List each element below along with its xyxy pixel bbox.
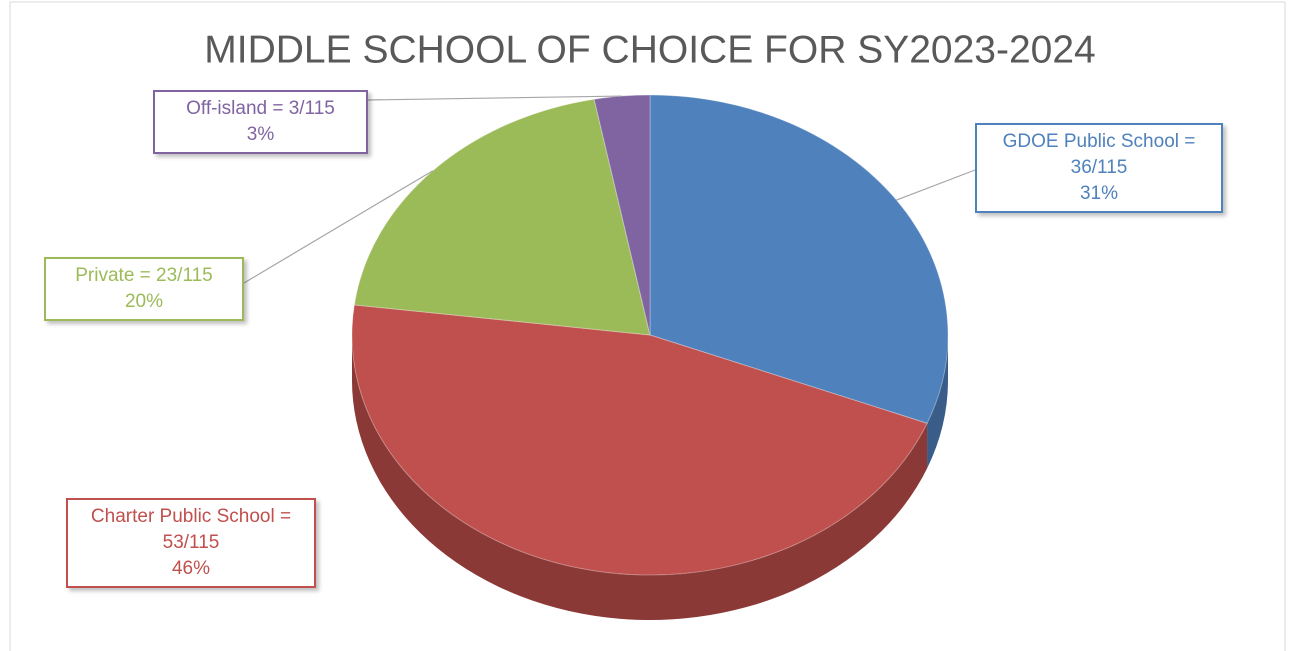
label-category: Private = 23/115	[75, 265, 213, 286]
slice-side-shade	[927, 335, 948, 469]
slice	[353, 98, 651, 336]
slice-side	[352, 335, 928, 621]
data-label: Off-island = 3/115 3%	[153, 90, 368, 154]
slice	[351, 304, 928, 576]
slice-side-shade	[352, 335, 928, 621]
leader-line	[243, 170, 434, 284]
chart-border	[9, 1, 1286, 651]
leader-line	[896, 169, 976, 201]
label-category: Off-island = 3/115	[186, 98, 335, 119]
label-value: 46%	[171, 558, 211, 579]
label-value: 3%	[246, 124, 275, 145]
data-label: Private = 23/115 20%	[44, 257, 244, 321]
slice	[649, 94, 949, 424]
label-category: Charter Public School = 53/115	[90, 506, 292, 553]
chart-title: MIDDLE SCHOOL OF CHOICE FOR SY2023-2024	[204, 28, 1095, 71]
data-label: Charter Public School = 53/115 46%	[66, 498, 316, 588]
leader-line	[367, 95, 622, 101]
label-value: 20%	[124, 291, 164, 312]
label-category: GDOE Public School = 36/115	[1002, 131, 1196, 178]
label-value: 31%	[1079, 183, 1119, 204]
data-label: GDOE Public School = 36/115 31%	[975, 123, 1223, 213]
slice-side	[927, 335, 948, 469]
